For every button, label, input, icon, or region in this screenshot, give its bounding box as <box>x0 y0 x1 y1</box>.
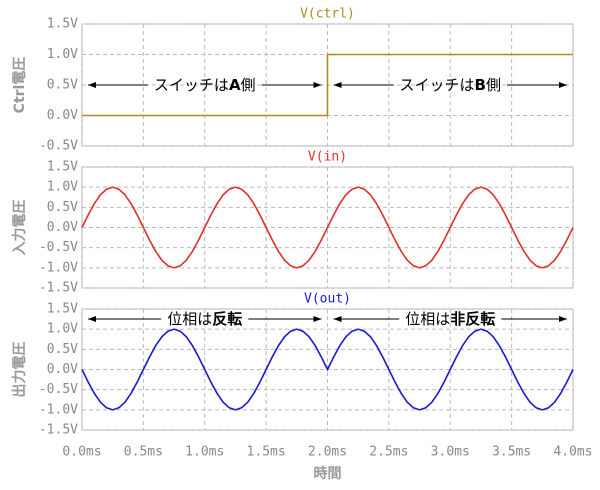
x-tick-label: 1.0ms <box>185 445 224 460</box>
y-tick-label: 1.0V <box>47 180 78 195</box>
x-tick-label: 2.0ms <box>308 445 347 460</box>
annotation-part: スイッチは <box>400 76 475 94</box>
y-tick-label: 1.5V <box>47 302 78 317</box>
x-tick-label: 0.0ms <box>62 445 101 460</box>
signal-line <box>81 186 574 269</box>
y-tick-label: -1.5V <box>39 281 78 296</box>
annotation: スイッチはB側 <box>400 76 501 94</box>
y-tick-label: 1.5V <box>47 17 78 32</box>
series-title: V(out) <box>304 292 351 307</box>
y-axis-label: 入力電圧 <box>11 200 28 256</box>
y-tick-label: 1.0V <box>47 47 78 62</box>
annotation: スイッチはA側 <box>154 76 256 94</box>
annotation-part: B <box>475 76 486 94</box>
annotation-part: A <box>229 76 241 94</box>
y-tick-label: 0.5V <box>47 78 78 93</box>
y-tick-label: 0.5V <box>47 342 78 357</box>
series-title: V(ctrl) <box>300 7 355 22</box>
y-axis-label: 出力電圧 <box>11 342 28 398</box>
annotation-part: 非反転 <box>450 310 495 328</box>
signal-line <box>81 328 574 411</box>
annotation-part: 位相は <box>405 310 450 328</box>
y-tick-label: 0.5V <box>47 200 78 215</box>
annotation-arrow-head <box>313 316 322 322</box>
annotation-arrow-head <box>333 82 342 88</box>
annotation-arrow-head <box>559 316 567 322</box>
annotation-arrow-head <box>88 82 96 88</box>
annotation-part: 位相は <box>167 310 212 328</box>
x-tick-label: 0.5ms <box>124 445 163 460</box>
annotation-part: 側 <box>241 76 256 94</box>
annotation: 位相は非反転 <box>405 310 495 328</box>
annotation: 位相は反転 <box>167 310 242 328</box>
signal-line <box>82 53 573 117</box>
annotation-arrow-head <box>88 316 96 322</box>
y-tick-label: -0.5V <box>39 240 78 255</box>
y-tick-label: -1.5V <box>39 423 78 438</box>
y-axis-label: Ctrl電圧 <box>11 57 28 114</box>
annotation-arrow-head <box>313 82 322 88</box>
y-tick-label: 0.0V <box>47 108 78 123</box>
x-axis-label: 時間 <box>314 465 342 482</box>
annotation-part: 側 <box>486 76 501 94</box>
y-tick-label: 1.0V <box>47 322 78 337</box>
annotation-arrow-head <box>333 316 342 322</box>
x-tick-label: 2.5ms <box>369 445 408 460</box>
y-tick-label: -0.5V <box>39 139 78 154</box>
x-tick-label: 3.5ms <box>492 445 531 460</box>
x-tick-label: 3.0ms <box>431 445 470 460</box>
y-tick-label: 0.0V <box>47 362 78 377</box>
series-title: V(in) <box>308 150 347 165</box>
x-tick-label: 1.5ms <box>247 445 286 460</box>
y-tick-label: -1.0V <box>39 260 78 275</box>
y-tick-label: 1.5V <box>47 160 78 175</box>
y-tick-label: 0.0V <box>47 220 78 235</box>
y-tick-label: -0.5V <box>39 382 78 397</box>
x-tick-label: 4.0ms <box>553 445 592 460</box>
annotation-part: 反転 <box>212 310 242 328</box>
annotation-arrow-head <box>559 82 567 88</box>
annotation-part: スイッチは <box>154 76 229 94</box>
y-tick-label: -1.0V <box>39 402 78 417</box>
